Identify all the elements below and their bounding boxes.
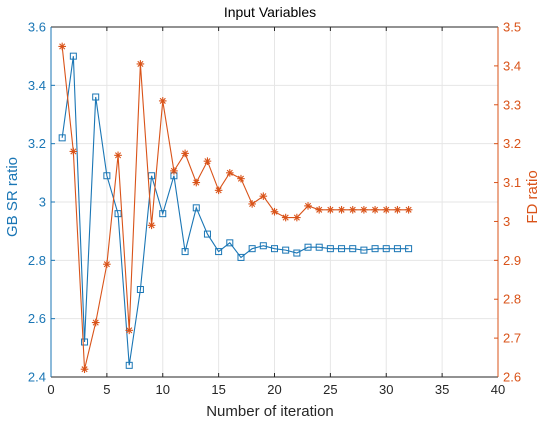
x-tick-label: 15 (211, 382, 225, 397)
fd-ratio-marker (326, 205, 335, 214)
fd-ratio-marker (91, 318, 100, 327)
x-tick-label: 10 (156, 382, 170, 397)
fd-ratio-marker (337, 205, 346, 214)
gb-sr-ratio-marker (371, 245, 379, 253)
gb-sr-ratio-marker (304, 243, 312, 251)
left-y-tick-label: 3 (39, 195, 46, 210)
right-y-tick-label: 2.9 (503, 253, 521, 268)
gb-sr-ratio-marker (360, 246, 368, 254)
gb-sr-ratio-marker (326, 245, 334, 253)
gb-sr-ratio-marker (114, 210, 122, 218)
gb-sr-ratio-line (61, 56, 409, 366)
fd-ratio-marker (348, 205, 357, 214)
gb-sr-ratio-marker (192, 204, 200, 212)
gb-sr-ratio-marker (159, 210, 167, 218)
right-y-tick-label: 3 (503, 214, 510, 229)
fd-ratio-marker (158, 97, 167, 105)
x-tick-label: 40 (491, 382, 505, 397)
fd-ratio-marker (360, 205, 368, 214)
x-tick-label: 30 (379, 382, 393, 397)
left-y-tick-label: 3.6 (28, 20, 46, 35)
gb-sr-ratio-marker (271, 245, 278, 253)
gb-sr-ratio-marker (203, 230, 211, 238)
x-tick-label: 35 (435, 382, 449, 397)
left-y-tick-label: 2.4 (28, 370, 46, 385)
right-y-tick-label: 3.4 (503, 58, 521, 73)
left-y-tick-label: 2.8 (28, 253, 46, 268)
fd-ratio-marker (248, 200, 256, 208)
plot-area (58, 42, 413, 374)
fd-ratio-marker (226, 169, 234, 177)
fd-ratio-marker (203, 157, 212, 165)
left-y-axis-label: GB SR ratio (4, 157, 21, 237)
gb-sr-ratio-marker (338, 245, 346, 253)
x-tick-label: 5 (103, 382, 110, 397)
fd-ratio-marker (125, 326, 134, 335)
left-y-tick-label: 3.2 (28, 136, 46, 151)
gb-sr-ratio-marker (349, 245, 357, 253)
x-tick-label: 25 (323, 382, 337, 397)
gb-sr-ratio-marker (282, 246, 290, 254)
gb-sr-ratio-marker (181, 248, 189, 256)
gb-sr-ratio-marker (69, 52, 77, 60)
gb-sr-ratio-marker (293, 249, 301, 257)
x-axis-label: Number of iteration (206, 403, 334, 420)
fd-ratio-marker (192, 178, 201, 187)
gb-sr-ratio-marker (125, 361, 133, 369)
right-y-tick-label: 3.5 (503, 20, 521, 35)
fd-ratio-marker (393, 205, 402, 214)
fd-ratio-marker (80, 365, 89, 374)
gb-sr-ratio-marker (237, 253, 245, 261)
gb-sr-ratio-marker (136, 286, 144, 293)
fd-ratio-marker (304, 202, 312, 210)
chart-title: Input Variables (224, 4, 316, 20)
fd-ratio-marker (103, 260, 111, 269)
fd-ratio-marker (237, 174, 245, 183)
left-y-tick-label: 2.6 (28, 311, 46, 326)
gb-sr-ratio-marker (226, 239, 234, 247)
fd-ratio-marker (293, 213, 301, 222)
x-tick-label: 20 (267, 382, 281, 397)
fd-ratio-marker (170, 167, 178, 175)
fd-ratio-marker (58, 42, 66, 51)
right-y-tick-label: 2.7 (503, 331, 521, 346)
gb-sr-ratio-marker (393, 245, 401, 253)
gb-sr-ratio-marker (405, 245, 413, 253)
gb-sr-ratio-marker (81, 338, 89, 346)
right-y-tick-label: 3.1 (503, 175, 521, 190)
gb-sr-ratio-marker (215, 248, 223, 256)
gb-sr-ratio-marker (315, 243, 323, 251)
fd-ratio-marker (214, 186, 223, 195)
fd-ratio-marker (181, 149, 189, 158)
x-tick-label: 0 (47, 382, 54, 397)
left-y-tick-label: 3.4 (28, 78, 46, 93)
fd-ratio-marker (270, 207, 279, 216)
fd-ratio-marker (281, 213, 290, 222)
fd-ratio-marker (315, 205, 323, 214)
gb-sr-ratio-marker (58, 134, 66, 142)
gb-sr-ratio-marker (92, 93, 100, 101)
right-y-tick-label: 3.2 (503, 136, 521, 151)
right-y-tick-label: 2.6 (503, 370, 521, 385)
gb-sr-ratio-marker (248, 245, 256, 253)
right-y-axis-label: FD ratio (524, 170, 541, 223)
fd-ratio-marker (382, 205, 391, 214)
fd-ratio-marker (147, 221, 156, 230)
axes: 0 5 10 15 20 25 30 35 40 2.4 2.6 2.8 3 3.2 3.4 3.6 2.6 2.… (28, 20, 521, 398)
gb-sr-ratio-marker (382, 245, 390, 253)
fd-ratio-marker (69, 147, 78, 156)
fd-ratio-marker (404, 205, 413, 214)
fd-ratio-marker (136, 60, 145, 68)
fd-ratio-marker (259, 192, 268, 200)
fd-ratio-marker (114, 151, 122, 160)
gb-sr-ratio-marker (259, 242, 267, 250)
fd-ratio-marker (371, 205, 379, 214)
right-y-tick-label: 2.8 (503, 292, 521, 307)
gb-sr-ratio-marker (103, 172, 111, 180)
right-y-tick-label: 3.3 (503, 97, 521, 112)
